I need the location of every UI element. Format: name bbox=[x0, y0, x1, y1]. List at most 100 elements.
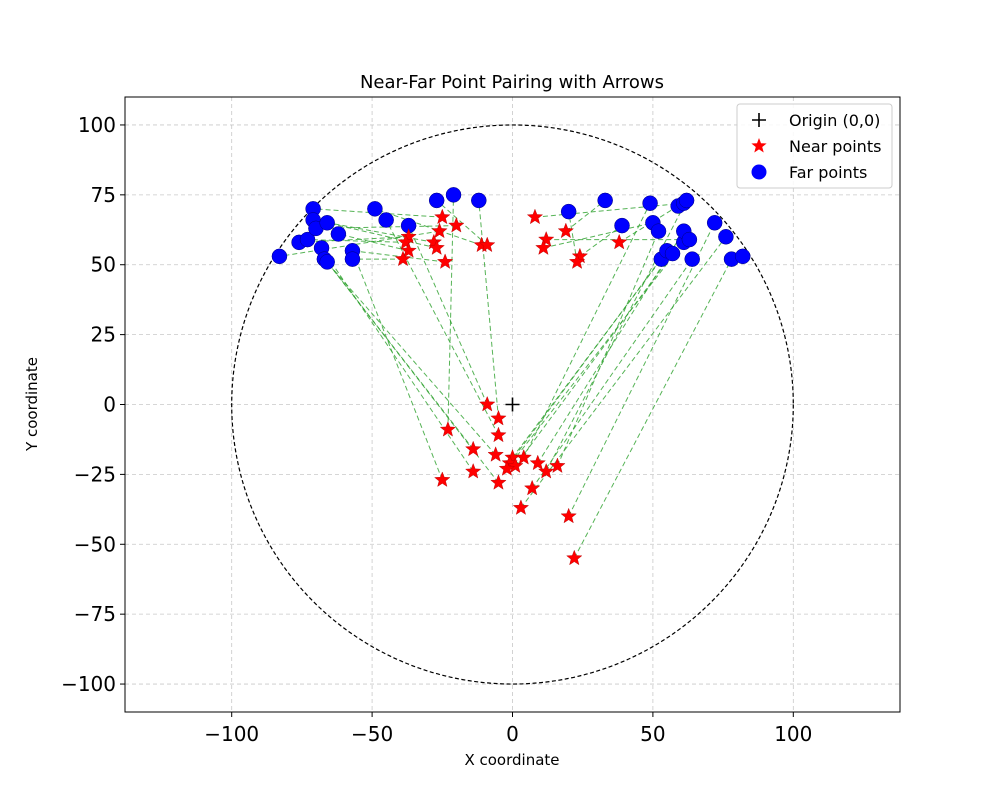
y-ticks: −100 −75 −50 −25 0 25 50 75 100 bbox=[61, 113, 125, 696]
pairing-arrow bbox=[374, 207, 482, 246]
pairing-arrow bbox=[509, 250, 668, 464]
far-point bbox=[650, 223, 667, 239]
near-point bbox=[524, 479, 541, 496]
near-point bbox=[611, 233, 628, 250]
near-point bbox=[566, 549, 583, 566]
near-point bbox=[507, 457, 524, 473]
pairing-arrow bbox=[326, 261, 499, 484]
y-tick-label: 100 bbox=[78, 113, 116, 137]
origin-layer bbox=[505, 397, 520, 412]
y-tick-label: 0 bbox=[103, 393, 116, 417]
far-point bbox=[319, 254, 335, 270]
x-tick-label: 50 bbox=[640, 722, 665, 746]
x-tick-label: −50 bbox=[351, 722, 393, 746]
pairing-arrow bbox=[351, 250, 443, 481]
pairing-arrow bbox=[556, 230, 660, 467]
chart-title: Near-Far Point Pairing with Arrows bbox=[360, 72, 664, 93]
legend-near-icon bbox=[751, 138, 767, 153]
pairing-arrow bbox=[337, 232, 409, 252]
legend-label: Origin (0,0) bbox=[789, 111, 880, 130]
pairing-arrow bbox=[565, 200, 606, 232]
y-tick-label: −75 bbox=[74, 602, 116, 626]
pairing-arrow bbox=[579, 225, 623, 257]
x-ticks: −100 −50 0 50 100 bbox=[204, 712, 812, 746]
pairing-arrow bbox=[407, 224, 488, 405]
near-point bbox=[568, 253, 586, 269]
near-point bbox=[479, 395, 496, 412]
pairing-arrow bbox=[298, 236, 409, 246]
y-tick-label: −50 bbox=[74, 532, 116, 556]
y-tick-label: −25 bbox=[74, 462, 116, 486]
unit-circle-layer bbox=[231, 124, 794, 685]
far-point bbox=[597, 192, 613, 209]
pairing-arrow bbox=[568, 222, 716, 517]
pairing-arrow bbox=[447, 194, 457, 430]
y-axis-label: Y coordinate bbox=[23, 357, 41, 452]
y-tick-label: 50 bbox=[91, 253, 116, 277]
far-point bbox=[271, 248, 288, 265]
x-tick-label: 0 bbox=[506, 722, 519, 746]
far-point bbox=[642, 195, 658, 211]
far-point bbox=[428, 192, 445, 209]
near-point bbox=[439, 421, 457, 437]
near-point bbox=[465, 463, 482, 479]
near-point bbox=[526, 208, 544, 225]
y-tick-label: 75 bbox=[91, 183, 116, 207]
near-point bbox=[428, 239, 445, 255]
far-point bbox=[367, 201, 383, 217]
pairing-arrow bbox=[543, 220, 654, 249]
far-point bbox=[299, 231, 316, 248]
near-point bbox=[397, 233, 414, 250]
far-point bbox=[681, 231, 698, 248]
near-point bbox=[560, 507, 577, 524]
far-points-layer bbox=[271, 187, 751, 270]
near-point bbox=[487, 446, 504, 462]
pairing-arrow bbox=[436, 199, 488, 246]
far-point bbox=[445, 187, 462, 203]
far-point bbox=[344, 251, 361, 267]
near-point bbox=[465, 440, 482, 457]
pairing-arrow bbox=[312, 217, 434, 243]
far-point bbox=[330, 226, 347, 242]
far-point bbox=[560, 203, 577, 220]
x-tick-label: 100 bbox=[774, 722, 812, 746]
pairing-arrow bbox=[306, 236, 406, 244]
y-tick-label: −100 bbox=[61, 672, 116, 696]
pairing-arrow bbox=[520, 236, 727, 509]
origin-marker bbox=[505, 397, 520, 412]
near-point bbox=[490, 426, 507, 443]
far-point bbox=[735, 248, 751, 265]
near-point bbox=[549, 457, 566, 473]
near-point bbox=[490, 409, 507, 426]
near-point bbox=[557, 222, 574, 239]
x-tick-label: −100 bbox=[204, 722, 259, 746]
pairing-arrow bbox=[475, 199, 499, 419]
pairing-arrow bbox=[545, 199, 688, 472]
far-point bbox=[706, 215, 723, 231]
far-point bbox=[319, 215, 335, 231]
far-point bbox=[614, 217, 630, 234]
pairing-arrow bbox=[323, 258, 497, 456]
near-point bbox=[535, 239, 552, 255]
near-point bbox=[538, 231, 555, 247]
pairing-arrow bbox=[531, 258, 693, 489]
far-point bbox=[678, 192, 695, 209]
unit-circle bbox=[231, 124, 794, 685]
legend-label: Near points bbox=[789, 137, 881, 156]
near-point bbox=[538, 463, 555, 479]
pairing-arrow bbox=[326, 220, 437, 249]
far-point bbox=[664, 245, 681, 262]
legend: Origin (0,0) Near points Far points bbox=[736, 103, 893, 189]
legend-far-icon bbox=[751, 164, 767, 180]
far-point bbox=[684, 251, 700, 267]
near-point bbox=[434, 471, 451, 487]
pairing-arrow bbox=[506, 241, 685, 470]
near-point bbox=[498, 460, 516, 476]
near-point bbox=[490, 474, 507, 490]
pairing-arrow bbox=[514, 252, 673, 467]
pairing-arrow bbox=[321, 247, 474, 472]
near-point bbox=[448, 217, 465, 233]
near-point bbox=[515, 449, 532, 465]
pairing-arrow bbox=[534, 200, 685, 218]
